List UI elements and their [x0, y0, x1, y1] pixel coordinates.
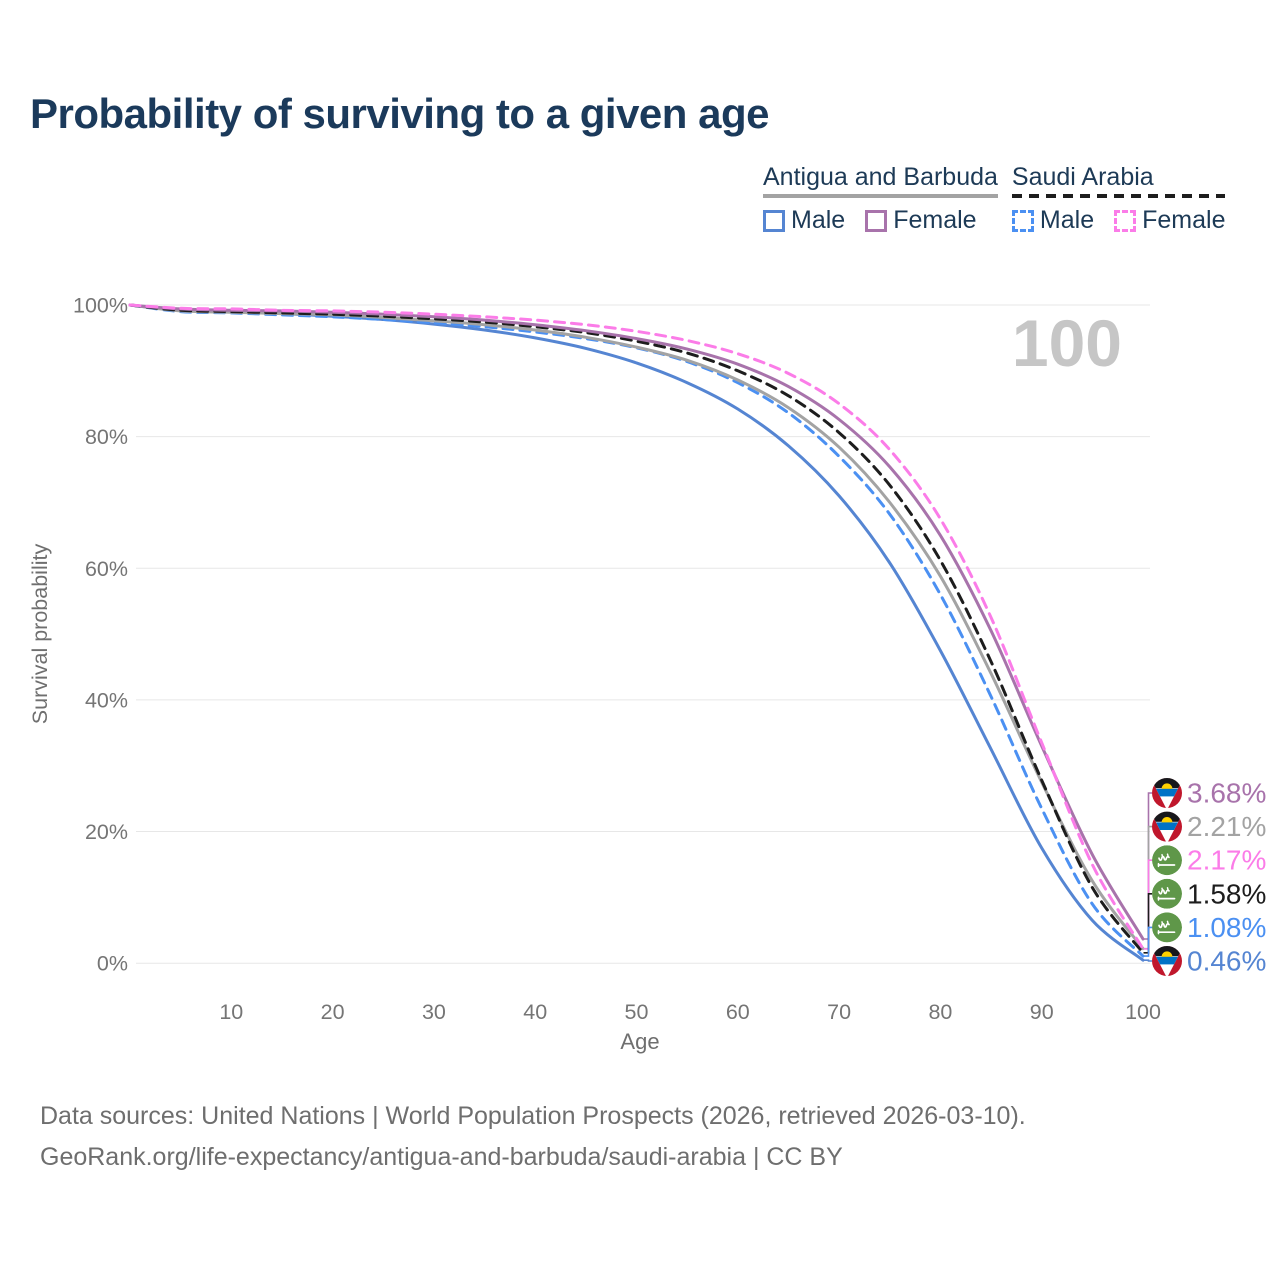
antigua-and-barbuda-flag-icon: [1152, 811, 1182, 842]
legend-item-label: Female: [1142, 206, 1226, 234]
end-value-label-antigua-and-barbuda-female: 3.68%: [1187, 778, 1266, 809]
x-tick-label: 20: [321, 1000, 345, 1024]
y-tick-label: 100%: [73, 294, 128, 318]
legend-item-label: Male: [1039, 206, 1095, 234]
legend-country-label: Antigua and Barbuda: [763, 163, 998, 191]
y-tick-label: 0%: [97, 952, 128, 976]
antigua-and-barbuda-flag-icon: [1152, 778, 1182, 808]
x-tick-label: 80: [928, 1000, 952, 1024]
y-tick-label: 60%: [85, 557, 128, 581]
legend-group-saudi-arabia: Saudi Arabia Male Female: [1011, 162, 1226, 235]
female-color-swatch: [1114, 209, 1137, 232]
legend-item-antigua-female[interactable]: Female: [865, 206, 977, 235]
legend-item-antigua-male[interactable]: Male: [763, 206, 845, 235]
y-tick-label: 20%: [85, 820, 128, 844]
data-sources-note: Data sources: United Nations | World Pop…: [40, 1102, 1026, 1130]
x-tick-label: 90: [1030, 1000, 1054, 1024]
y-tick-label: 80%: [85, 425, 128, 449]
end-label-connector: [1143, 959, 1152, 962]
line-saudi-arabia[interactable]: [128, 303, 1145, 955]
x-tick-label: 40: [523, 1000, 547, 1024]
male-color-swatch: [763, 209, 785, 232]
georank-link[interactable]: GeoRank.org/life-expectancy/antigua-and-…: [40, 1143, 843, 1171]
legend-item-label: Male: [791, 206, 846, 234]
end-value-label-saudi-arabia: 1.58%: [1187, 878, 1266, 909]
legend-line-style-swatch: [763, 194, 998, 198]
saudi-arabia-flag-icon: [1152, 878, 1182, 909]
line-antigua-and-barbuda[interactable]: [128, 303, 1145, 951]
legend-country-label: Saudi Arabia: [1011, 163, 1154, 191]
x-tick-label: 30: [422, 1000, 446, 1024]
legend-item-label: Female: [893, 206, 977, 234]
line-saudi-arabia-female[interactable]: [128, 303, 1145, 951]
x-tick-label: 60: [726, 1000, 750, 1024]
female-color-swatch: [865, 209, 888, 232]
x-tick-label: 50: [625, 1000, 649, 1024]
end-label-connector: [1143, 893, 1152, 954]
page-title: Probability of surviving to a given age: [30, 90, 769, 137]
end-value-label-saudi-arabia-male: 1.08%: [1187, 912, 1266, 943]
y-axis-title: Survival probability: [28, 544, 52, 725]
x-tick-label: 10: [219, 1000, 243, 1024]
y-tick-label: 40%: [85, 688, 128, 712]
saudi-arabia-flag-icon: [1152, 845, 1182, 876]
legend-line-style-swatch: [1011, 194, 1226, 198]
legend-item-saudi-female[interactable]: Female: [1114, 206, 1225, 235]
end-value-label-antigua-and-barbuda-male: 0.46%: [1187, 946, 1266, 977]
chart-footer: Data sources: United Nations | World Pop…: [40, 1096, 1026, 1178]
x-tick-label: 70: [827, 1000, 851, 1024]
x-tick-label: 100: [1125, 1000, 1161, 1024]
end-label-connector: [1143, 926, 1152, 957]
antigua-and-barbuda-flag-icon: [1152, 946, 1182, 976]
end-value-label-saudi-arabia-female: 2.17%: [1187, 845, 1266, 876]
age-watermark: 100: [1012, 306, 1122, 380]
legend-item-saudi-male[interactable]: Male: [1011, 206, 1095, 235]
x-axis-title: Age: [620, 1029, 659, 1054]
end-value-label-antigua-and-barbuda: 2.21%: [1187, 811, 1266, 842]
legend-group-antigua-and-barbuda: Antigua and Barbuda Male Female: [763, 162, 998, 235]
chart-legend: Antigua and Barbuda Male Female Saudi Ar…: [763, 162, 1226, 235]
line-antigua-and-barbuda-female[interactable]: [128, 303, 1145, 941]
saudi-arabia-flag-icon: [1152, 912, 1182, 943]
male-color-swatch: [1011, 209, 1034, 232]
